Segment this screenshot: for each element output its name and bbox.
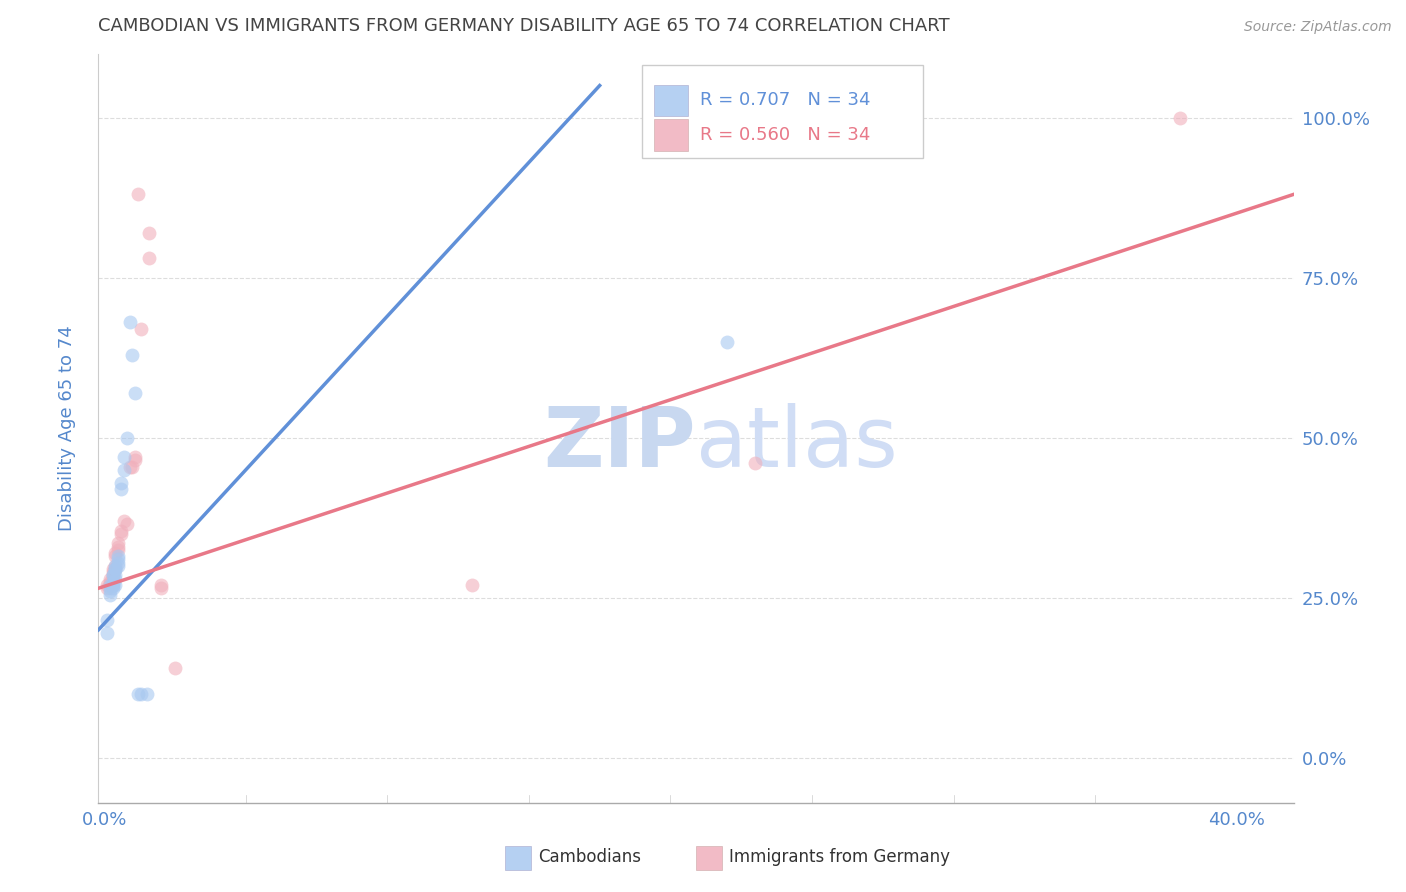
FancyBboxPatch shape	[654, 85, 688, 116]
Point	[744, 456, 766, 470]
Point	[104, 562, 127, 576]
Point	[461, 578, 484, 592]
Point	[104, 558, 127, 573]
Point	[107, 540, 129, 554]
Point	[716, 334, 738, 349]
Point	[104, 546, 127, 560]
Point	[98, 581, 121, 595]
Point	[110, 524, 132, 538]
Point	[101, 581, 124, 595]
Point	[98, 584, 121, 599]
Point	[121, 459, 143, 474]
Point	[135, 687, 157, 701]
Point	[96, 613, 118, 627]
Point	[110, 526, 132, 541]
Point	[101, 566, 124, 580]
Point	[112, 463, 135, 477]
Point	[96, 626, 118, 640]
Point	[115, 431, 138, 445]
Point	[1168, 111, 1191, 125]
Point	[149, 578, 172, 592]
Point	[98, 578, 121, 592]
Point	[118, 459, 141, 474]
Text: R = 0.560   N = 34: R = 0.560 N = 34	[700, 126, 870, 144]
Text: CAMBODIAN VS IMMIGRANTS FROM GERMANY DISABILITY AGE 65 TO 74 CORRELATION CHART: CAMBODIAN VS IMMIGRANTS FROM GERMANY DIS…	[98, 17, 950, 36]
Point	[96, 581, 118, 595]
Point	[110, 482, 132, 496]
Point	[138, 252, 160, 266]
Point	[98, 578, 121, 592]
Point	[107, 556, 129, 570]
FancyBboxPatch shape	[696, 847, 723, 871]
Point	[163, 661, 186, 675]
Point	[124, 386, 146, 401]
FancyBboxPatch shape	[505, 847, 531, 871]
Point	[129, 322, 152, 336]
Point	[129, 687, 152, 701]
FancyBboxPatch shape	[643, 65, 922, 159]
Point	[107, 549, 129, 564]
Point	[107, 536, 129, 550]
Point	[110, 475, 132, 490]
Point	[112, 450, 135, 464]
FancyBboxPatch shape	[654, 120, 688, 151]
Point	[127, 687, 149, 701]
Point	[101, 562, 124, 576]
Point	[101, 578, 124, 592]
Point	[104, 568, 127, 582]
Point	[107, 558, 129, 573]
Point	[104, 562, 127, 576]
Point	[124, 453, 146, 467]
Point	[104, 578, 127, 592]
Text: atlas: atlas	[696, 402, 897, 483]
Point	[98, 572, 121, 586]
Point	[104, 572, 127, 586]
Point	[107, 552, 129, 566]
Point	[96, 578, 118, 592]
Text: R = 0.707   N = 34: R = 0.707 N = 34	[700, 91, 870, 110]
Y-axis label: Disability Age 65 to 74: Disability Age 65 to 74	[58, 326, 76, 531]
Point	[149, 581, 172, 595]
Text: Cambodians: Cambodians	[538, 847, 641, 866]
Point	[101, 578, 124, 592]
Point	[107, 542, 129, 557]
Point	[101, 568, 124, 582]
Point	[104, 562, 127, 576]
Point	[138, 226, 160, 240]
Point	[112, 514, 135, 528]
Point	[121, 347, 143, 361]
Point	[98, 588, 121, 602]
Text: Immigrants from Germany: Immigrants from Germany	[730, 847, 950, 866]
Text: Source: ZipAtlas.com: Source: ZipAtlas.com	[1244, 20, 1392, 34]
Text: ZIP: ZIP	[544, 402, 696, 483]
Point	[115, 517, 138, 532]
Point	[118, 316, 141, 330]
Point	[124, 450, 146, 464]
Point	[101, 572, 124, 586]
Point	[98, 574, 121, 589]
Point	[127, 187, 149, 202]
Point	[101, 568, 124, 582]
Point	[101, 574, 124, 589]
Point	[104, 558, 127, 573]
Point	[104, 549, 127, 564]
Point	[101, 568, 124, 582]
